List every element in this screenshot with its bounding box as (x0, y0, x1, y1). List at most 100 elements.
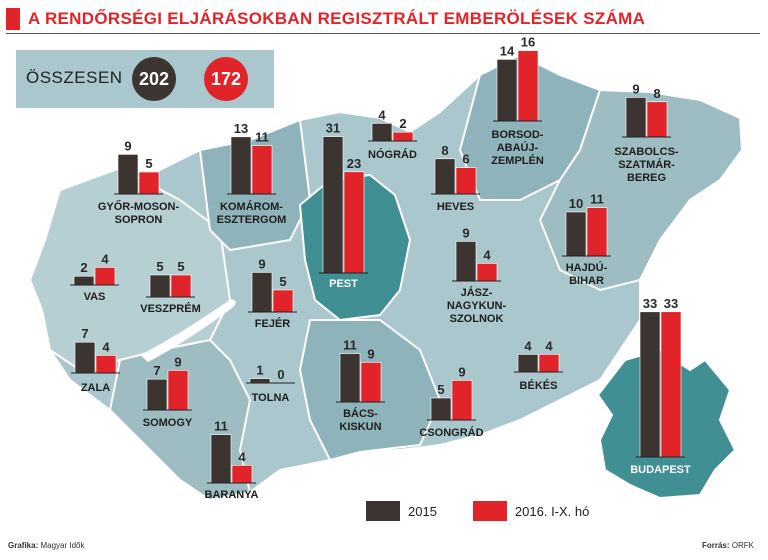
bar-vas-2016 (94, 267, 116, 286)
value-tolna-2015: 1 (256, 363, 263, 378)
county-label-bekes: BÉKÉS (520, 379, 558, 392)
value-baranya-2015: 11 (214, 419, 228, 434)
value-fejer-2016: 5 (279, 274, 286, 289)
bar-budapest-2015 (639, 311, 661, 458)
credit-value: Magyar Idők (40, 541, 85, 550)
bar-komarom-2015 (230, 136, 252, 195)
bar-somogy-2016 (167, 370, 189, 411)
legend-swatch-2015 (366, 501, 400, 521)
bar-nograd-2016 (392, 131, 414, 142)
bar-tolna-2015 (249, 378, 271, 384)
bar-zala-2016 (95, 355, 117, 374)
value-jasz-2016: 4 (483, 247, 491, 262)
county-label-borsod: BORSOD- (492, 129, 544, 141)
total-2015-badge: 202 (132, 57, 176, 101)
total-2016-badge: 172 (204, 57, 248, 101)
county-label-csongrad: CSONGRÁD (419, 426, 483, 439)
footer-source: Forrás: ORFK (702, 541, 754, 550)
value-vas-2016: 4 (101, 251, 109, 266)
county-label-bacs: BÁCS- (343, 407, 378, 420)
county-label-pest: PEST (329, 278, 358, 290)
bar-zala-2015 (74, 341, 96, 374)
totals-label: ÖSSZESEN (26, 68, 123, 87)
county-label-komarom-1: ESZTERGOM (217, 214, 287, 226)
bar-jasz-2015 (455, 241, 477, 282)
source-value: ORFK (731, 541, 754, 550)
value-jasz-2015: 9 (462, 225, 469, 240)
lake-balaton (140, 299, 236, 362)
county-label-szabolcs: SZABOLCS- (614, 146, 679, 158)
county-label-jasz-2: SZOLNOK (450, 313, 504, 325)
value-nograd-2016: 2 (399, 116, 406, 131)
value-borsod-2016: 16 (521, 35, 535, 50)
county-label-nograd: NÓGRÁD (368, 148, 417, 161)
value-heves-2016: 6 (462, 152, 469, 167)
bar-csongrad-2015 (430, 397, 452, 421)
bar-nograd-2015 (371, 123, 393, 142)
title-accent (6, 8, 20, 30)
county-label-heves: HEVES (437, 201, 474, 213)
value-zala-2016: 4 (102, 339, 110, 354)
bar-bekes-2015 (517, 354, 539, 373)
legend: 2015 2016. I-X. hó (366, 500, 589, 522)
county-label-budapest: BUDAPEST (630, 464, 691, 476)
value-somogy-2016: 9 (174, 354, 181, 369)
bar-baranya-2015 (210, 434, 232, 484)
county-label-gyor: GYŐR-MOSON- (98, 200, 180, 213)
value-bacs-2015: 11 (343, 338, 357, 353)
bar-bekes-2016 (538, 354, 560, 373)
title-bar: A RENDŐRSÉGI ELJÁRÁSOKBAN REGISZTRÁLT EM… (6, 6, 645, 32)
value-hajdu-2015: 10 (569, 196, 583, 211)
value-csongrad-2015: 5 (437, 382, 444, 397)
bar-jasz-2016 (476, 263, 498, 282)
value-csongrad-2016: 9 (458, 364, 465, 379)
bar-gyor-2015 (117, 154, 139, 195)
bar-gyor-2016 (138, 171, 160, 195)
bar-borsod-2016 (517, 50, 539, 122)
county-label-szabolcs-1: SZATMÁR- (618, 158, 675, 171)
bar-baranya-2016 (231, 465, 253, 484)
value-budapest-2016: 33 (664, 296, 678, 311)
county-label-hajdu-1: BIHAR (569, 275, 604, 287)
county-label-veszprem: VESZPRÉM (140, 302, 201, 315)
bar-budapest-2016 (660, 311, 682, 458)
chart-title: A RENDŐRSÉGI ELJÁRÁSOKBAN REGISZTRÁLT EM… (28, 9, 646, 28)
legend-label-2015: 2015 (408, 503, 437, 519)
value-zala-2015: 7 (81, 326, 88, 341)
value-bekes-2015: 4 (524, 338, 532, 353)
value-szabolcs-2015: 9 (632, 81, 639, 96)
legend-swatch-2016 (472, 501, 507, 521)
value-pest-2016: 23 (347, 156, 361, 171)
bar-vas-2015 (73, 275, 95, 286)
value-hajdu-2016: 11 (590, 192, 604, 207)
bar-veszprem-2015 (149, 274, 171, 298)
bar-borsod-2015 (496, 59, 518, 122)
bar-somogy-2015 (146, 378, 168, 411)
value-veszprem-2016: 5 (177, 259, 184, 274)
value-vas-2015: 2 (80, 260, 87, 275)
county-label-zala: ZALA (81, 382, 110, 394)
county-label-hajdu: HAJDÚ- (566, 261, 608, 274)
county-label-vas: VAS (84, 291, 106, 303)
bar-hajdu-2016 (586, 207, 608, 257)
value-fejer-2015: 9 (258, 256, 265, 271)
value-budapest-2015: 33 (643, 296, 657, 311)
county-label-jasz-1: NAGYKUN- (447, 300, 507, 312)
value-gyor-2016: 5 (145, 156, 152, 171)
bar-szabolcs-2016 (646, 101, 668, 138)
value-bacs-2016: 9 (367, 346, 374, 361)
source-label: Forrás: (701, 541, 730, 550)
value-szabolcs-2016: 8 (653, 86, 660, 101)
value-tolna-2016: 0 (277, 367, 284, 382)
county-label-borsod-1: ABAÚJ- (497, 141, 539, 154)
bar-bacs-2016 (360, 362, 382, 403)
value-heves-2015: 8 (441, 143, 448, 158)
bar-heves-2015 (434, 158, 456, 195)
bar-bacs-2015 (339, 353, 361, 403)
county-label-bacs-1: KISKUN (339, 421, 381, 433)
bar-veszprem-2016 (170, 274, 192, 298)
value-veszprem-2015: 5 (156, 259, 163, 274)
value-somogy-2015: 7 (153, 363, 160, 378)
footer-credit: Grafika: Magyar Idők (8, 541, 85, 550)
